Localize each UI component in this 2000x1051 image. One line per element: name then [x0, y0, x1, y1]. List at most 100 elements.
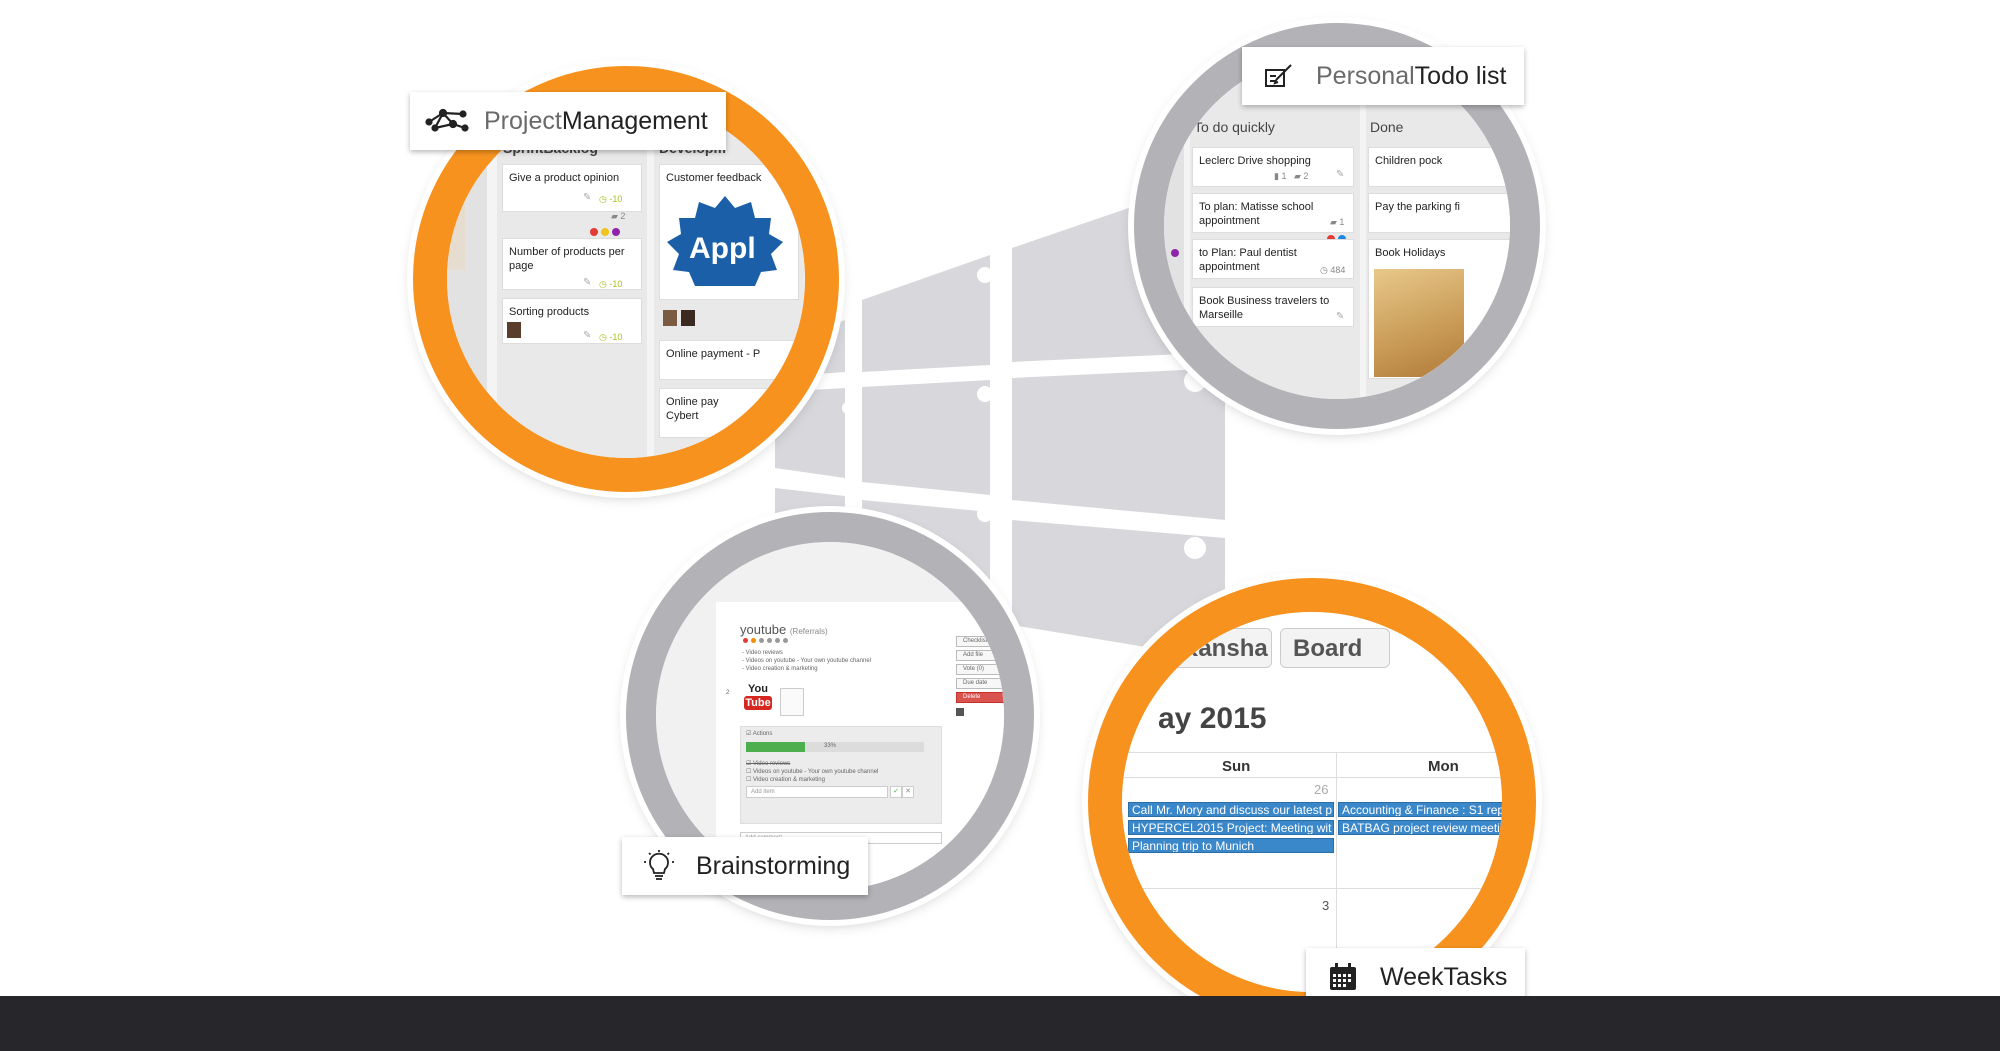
card-subtitle: (Referrals) [789, 627, 828, 636]
card-title: to Plan: Paul dentist appointment [1199, 247, 1297, 273]
add-file-button[interactable]: Add file [956, 650, 1004, 661]
youtube-logo-bottom: Tube [744, 696, 772, 710]
card-title: Book Business travelers to Marseille [1199, 295, 1330, 321]
cancel-icon[interactable]: ✕ [902, 786, 914, 798]
todo-card[interactable]: to Plan: Paul dentist appointment [1192, 239, 1354, 279]
meta-value: 2 [1303, 171, 1309, 181]
footer-bar [0, 996, 2000, 1051]
day-header-sun: Sun [1222, 758, 1251, 775]
card-title: Give a product opinion [509, 172, 620, 184]
card-title-text: youtube [740, 622, 787, 637]
meta-value: 1 [1281, 171, 1287, 181]
lightbulb-icon [636, 849, 682, 883]
label-text-bold: Management [561, 106, 708, 135]
edit-pencil-icon[interactable]: ✎ [1336, 311, 1345, 322]
calendar-icon [1320, 960, 1366, 994]
board-column-left-edge [447, 100, 487, 458]
points-badge: ◷ -10 [599, 279, 623, 289]
checklist-item[interactable]: ☑ Video reviews [746, 761, 791, 767]
edit-pencil-icon[interactable]: ✎ [1336, 169, 1345, 180]
card-meta: ▰ 1 [1330, 217, 1345, 227]
user-avatar [663, 310, 677, 326]
todo-card[interactable]: Pay the parking fi [1368, 193, 1510, 233]
month-title: ay 2015 [1158, 702, 1267, 735]
calendar-event[interactable]: BATBAG project review meeting [1338, 820, 1502, 835]
task-card[interactable]: Number of products per page [502, 238, 642, 290]
todo-card[interactable]: Leclerc Drive shopping [1192, 147, 1354, 187]
checklist-item[interactable]: ☐ Video creation & marketing [746, 777, 825, 783]
progress-track [746, 742, 924, 752]
points-value: -10 [609, 279, 623, 289]
brainstorming-label: Brainstorming [622, 837, 869, 895]
card-title: Sorting products [509, 306, 590, 318]
card-meta: ▮ 1 ▰ 2 [1274, 171, 1309, 181]
task-card[interactable]: Online payment - P [659, 340, 799, 380]
network-icon [424, 104, 470, 138]
progress-text: 33% [824, 743, 837, 749]
card-title: Number of products per page [509, 246, 625, 272]
youtube-logo: You Tube [744, 682, 772, 716]
card-title: Pay the parking fi [1375, 201, 1460, 213]
confirm-icon[interactable]: ✓ [890, 786, 902, 798]
comments-count: 2 [620, 211, 626, 221]
calendar-event[interactable]: Call Mr. Mory and discuss our latest p [1128, 802, 1334, 817]
label-text-bold: Week [1380, 962, 1444, 991]
label-text-light: Tasks [1443, 962, 1508, 991]
label-text: Brainstorming [696, 851, 851, 880]
date-number: 3 [1322, 898, 1330, 913]
points-badge: ◷ -10 [599, 332, 623, 342]
vote-button[interactable]: Vote (0) [956, 664, 1004, 675]
card-title: Children pock [1375, 155, 1443, 167]
day-header-row [1122, 752, 1502, 778]
card-title: To plan: Matisse school appointment [1199, 201, 1314, 227]
beach-photo [1374, 269, 1464, 377]
checklist-item-text: Videos on youtube - Your own youtube cha… [753, 769, 879, 775]
calendar-event[interactable]: Planning trip to Munich [1128, 838, 1334, 853]
checklist-item-text: Video reviews [753, 761, 791, 767]
edit-pencil-icon[interactable]: ✎ [583, 330, 592, 341]
project-board: SprintBacklog Give a product opinion ✎ ◷… [447, 100, 805, 458]
todo-card[interactable]: Children pock [1368, 147, 1510, 187]
task-card[interactable]: Sorting products [502, 298, 642, 344]
user-avatar [681, 310, 695, 326]
label-text-bold: Todo list [1414, 61, 1507, 90]
card-title: youtube (Referrals) [740, 622, 828, 637]
task-card[interactable]: Online pay Cybert [659, 388, 799, 438]
points-badge: ◷ -10 [599, 194, 623, 204]
edit-pencil-icon[interactable]: ✎ [583, 192, 592, 203]
youtube-logo-top: You [748, 683, 768, 695]
starburst-badge-icon: Appl [667, 196, 783, 286]
edit-pencil-icon[interactable]: ✎ [583, 277, 592, 288]
todo-card[interactable]: Book Business travelers to Marseille [1192, 287, 1354, 327]
card-title-line2: Cybert [666, 410, 699, 422]
progress-fill [746, 742, 805, 752]
card-title: Online payment - P [666, 348, 761, 360]
meta-value: 1 [1339, 217, 1345, 227]
checklist-item[interactable]: ☐ Videos on youtube - Your own youtube c… [746, 769, 879, 775]
add-item-input[interactable]: Add item [746, 786, 888, 798]
task-card[interactable]: Give a product opinion [502, 164, 642, 212]
card-title: Online pay [666, 396, 719, 408]
label-dots [1168, 249, 1179, 259]
delete-button[interactable]: Delete [956, 692, 1004, 703]
description-line: - Video reviews [742, 650, 783, 656]
date-number: 26 [1314, 782, 1329, 797]
calendar-tab[interactable]: Kansha [1162, 628, 1272, 668]
calendar-event[interactable]: Accounting & Finance : S1 repo [1338, 802, 1502, 817]
card-title: Leclerc Drive shopping [1199, 155, 1311, 167]
board-tab[interactable]: Board [1280, 628, 1390, 668]
document-thumbnail-icon[interactable] [780, 688, 804, 716]
description-line: - Videos on youtube - Your own youtube c… [742, 658, 871, 664]
checklist-title-text: Actions [752, 731, 773, 737]
todo-board: To do quickly Leclerc Drive shopping ▮ 1… [1164, 53, 1510, 399]
checklist-button[interactable]: Checklist [956, 636, 1004, 647]
calendar-event[interactable]: HYPERCEL2015 Project: Meeting wit [1128, 820, 1334, 835]
points-value: -10 [609, 332, 623, 342]
user-avatar [507, 322, 521, 338]
todo-card[interactable]: To plan: Matisse school appointment [1192, 193, 1354, 233]
day-header-mon: Mon [1428, 758, 1459, 775]
color-labels [740, 638, 788, 645]
due-date-button[interactable]: Due date [956, 678, 1004, 689]
comments-badge: ▰ 2 [611, 211, 626, 221]
user-avatar [956, 708, 964, 716]
